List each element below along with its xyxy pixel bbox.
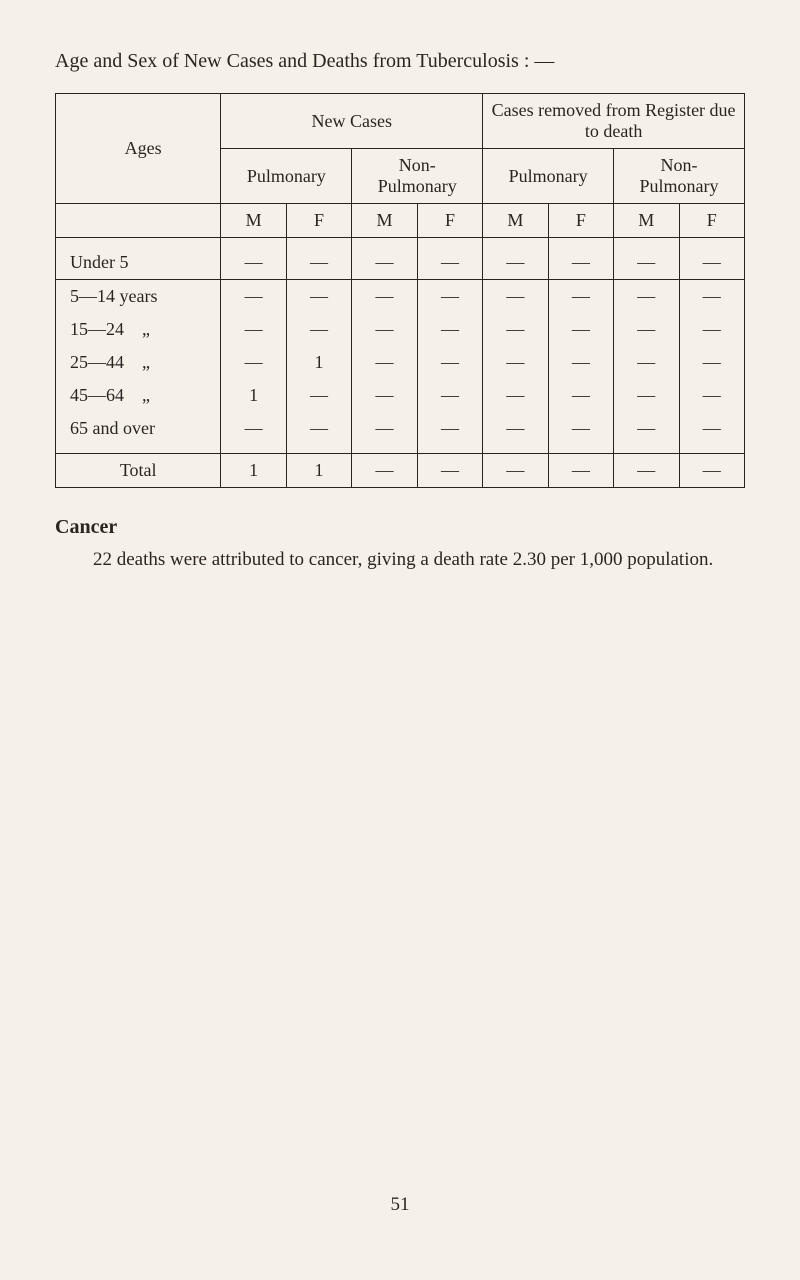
page-number: 51 xyxy=(0,1194,800,1216)
cell: — xyxy=(483,379,548,412)
total-row: Total 1 1 — — — — — — xyxy=(56,454,745,488)
cell: — xyxy=(352,379,417,412)
total-label: Total xyxy=(56,454,221,488)
cell: — xyxy=(417,412,482,454)
table-row: 5—14 years — — — — — — — — xyxy=(56,280,745,314)
table-row: 45—64 „ 1 — — — — — — — xyxy=(56,379,745,412)
cell: — xyxy=(286,238,351,280)
cell: — xyxy=(548,412,613,454)
document-page: Age and Sex of New Cases and Deaths from… xyxy=(0,0,800,604)
cell: 1 xyxy=(286,454,351,488)
table-row: 25—44 „ — 1 — — — — — — xyxy=(56,346,745,379)
cell: — xyxy=(548,280,613,314)
cell: — xyxy=(679,346,744,379)
pulmonary-header-1: Pulmonary xyxy=(221,149,352,204)
header-row-3: M F M F M F M F xyxy=(56,204,745,238)
cell: — xyxy=(483,412,548,454)
cell: — xyxy=(417,238,482,280)
cancer-text: 22 deaths were attributed to cancer, giv… xyxy=(55,547,745,574)
cell: — xyxy=(614,379,679,412)
cell: — xyxy=(679,454,744,488)
cell: — xyxy=(614,412,679,454)
cell: — xyxy=(417,346,482,379)
cell: — xyxy=(417,313,482,346)
ages-header: Ages xyxy=(56,94,221,204)
removed-header: Cases removed from Register due to death xyxy=(483,94,745,149)
cell: — xyxy=(548,346,613,379)
cell: — xyxy=(483,280,548,314)
cell: — xyxy=(614,346,679,379)
mf-header: F xyxy=(417,204,482,238)
cell: — xyxy=(679,412,744,454)
cell: — xyxy=(483,346,548,379)
row-label: 25—44 „ xyxy=(56,346,221,379)
cell: 1 xyxy=(221,454,286,488)
cell: — xyxy=(352,238,417,280)
cell: — xyxy=(352,313,417,346)
cell: — xyxy=(221,346,286,379)
cell: — xyxy=(679,238,744,280)
nonpulmonary-header-1: Non- Pulmonary xyxy=(352,149,483,204)
cell: — xyxy=(352,412,417,454)
cell: — xyxy=(417,454,482,488)
cell: — xyxy=(614,454,679,488)
cell: — xyxy=(614,280,679,314)
cancer-heading: Cancer xyxy=(55,516,745,539)
cell: — xyxy=(221,313,286,346)
mf-header: F xyxy=(679,204,744,238)
mf-header: M xyxy=(483,204,548,238)
mf-header: M xyxy=(614,204,679,238)
cell: — xyxy=(483,454,548,488)
table-row: 15—24 „ — — — — — — — — xyxy=(56,313,745,346)
cell: 1 xyxy=(221,379,286,412)
cell: — xyxy=(221,238,286,280)
cell: — xyxy=(286,313,351,346)
cell: — xyxy=(352,454,417,488)
cell: — xyxy=(548,238,613,280)
cell: — xyxy=(483,313,548,346)
cell: 1 xyxy=(286,346,351,379)
mf-header: F xyxy=(286,204,351,238)
row-label: 45—64 „ xyxy=(56,379,221,412)
row-label: 65 and over xyxy=(56,412,221,454)
cell: — xyxy=(352,346,417,379)
table-row: Under 5 — — — — — — — — xyxy=(56,238,745,280)
cell: — xyxy=(548,454,613,488)
cell: — xyxy=(286,412,351,454)
cell: — xyxy=(679,379,744,412)
cell: — xyxy=(483,238,548,280)
cell: — xyxy=(286,379,351,412)
header-row-1: Ages New Cases Cases removed from Regist… xyxy=(56,94,745,149)
page-title: Age and Sex of New Cases and Deaths from… xyxy=(55,50,745,73)
new-cases-header: New Cases xyxy=(221,94,483,149)
tuberculosis-table: Ages New Cases Cases removed from Regist… xyxy=(55,93,745,488)
cell: — xyxy=(679,280,744,314)
cell: — xyxy=(221,412,286,454)
row-label: 15—24 „ xyxy=(56,313,221,346)
cell: — xyxy=(352,280,417,314)
cell: — xyxy=(417,280,482,314)
cell: — xyxy=(614,238,679,280)
mf-header: F xyxy=(548,204,613,238)
cell: — xyxy=(679,313,744,346)
mf-header: M xyxy=(221,204,286,238)
cell: — xyxy=(548,313,613,346)
cell: — xyxy=(417,379,482,412)
cell: — xyxy=(548,379,613,412)
row-label: Under 5 xyxy=(56,238,221,280)
cell: — xyxy=(614,313,679,346)
row-label: 5—14 years xyxy=(56,280,221,314)
nonpulmonary-header-2: Non- Pulmonary xyxy=(614,149,745,204)
pulmonary-header-2: Pulmonary xyxy=(483,149,614,204)
table-row: 65 and over — — — — — — — — xyxy=(56,412,745,454)
cell: — xyxy=(221,280,286,314)
mf-header: M xyxy=(352,204,417,238)
cell: — xyxy=(286,280,351,314)
